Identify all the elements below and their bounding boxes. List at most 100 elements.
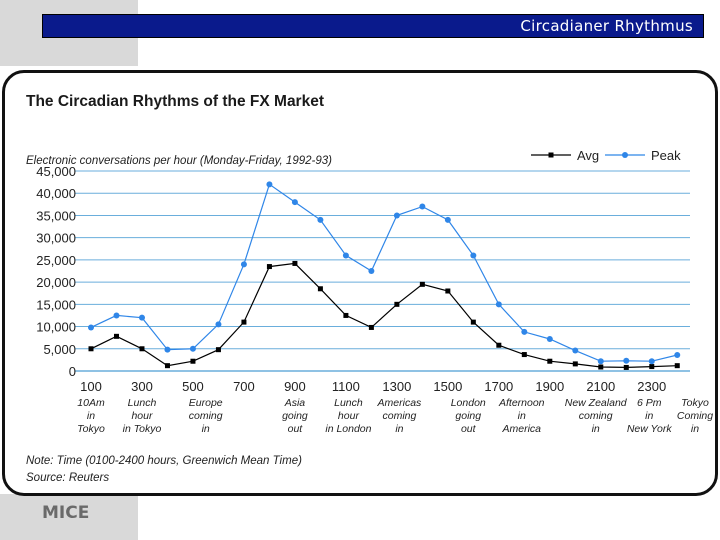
x-tick-label: 700 [233,379,255,394]
x-tick-label: 1700 [484,379,513,394]
x-annotation-line: 6 Pm [637,397,662,409]
x-annotation-line: going [282,410,308,422]
peak-point [572,347,579,354]
peak-point [240,261,247,268]
avg-point [266,264,272,270]
avg-point [317,286,323,292]
x-annotation-line: Coming [677,410,713,422]
avg-point [496,342,502,348]
x-annotation-line: New York [627,423,672,435]
x-annotation-line: Lunch [334,397,363,409]
peak-point [521,328,528,335]
y-tick-labels: 0 5,000 10,000 15,000 20,000 25,000 30,000 35,0… [36,164,76,379]
avg-point [190,358,196,364]
avg-point [674,363,680,369]
x-annotation-line: in [87,410,95,422]
x-tick-label: 2100 [586,379,615,394]
x-tick-label: 100 [80,379,102,394]
avg-point [547,358,553,364]
avg-point [470,319,476,325]
x-annotation-line: in [518,410,526,422]
peak-point [470,252,477,259]
legend-label-peak: Peak [651,148,681,163]
x-annotation-line: out [288,423,304,435]
x-annotation-line: in Tokyo [123,423,162,435]
y-axis-label: Electronic conversations per hour (Monda… [26,155,332,167]
x-annotation-line: Tokyo [681,397,709,409]
legend-marker-peak [622,152,628,158]
avg-point [88,346,94,352]
x-tick-label: 1900 [535,379,564,394]
x-annotation-line: America [502,423,542,435]
gridlines [75,170,690,372]
x-annotation-line: Lunch [128,397,157,409]
chart-panel: The Circadian Rhythms of the FX Market E… [2,70,718,496]
avg-point [649,364,655,370]
y-tick-label: 35,000 [36,208,76,223]
peak-point [444,216,451,223]
avg-point [445,288,451,294]
avg-point [598,364,604,370]
fx-chart: The Circadian Rhythms of the FX Market E… [26,93,713,484]
peak-point [215,321,222,328]
x-tick-labels: 100 300 500 700 900 1100 1300 1500 1700 1900 2100 2… [80,379,666,394]
y-tick-label: 0 [69,364,76,379]
x-annotation-line: in [691,423,699,435]
x-tick-label: 1500 [433,379,462,394]
peak-point [546,336,553,342]
x-annotation-line: Europe [189,397,223,409]
peak-point [495,301,502,308]
corner-block-bottom [0,494,138,540]
x-tick-label: 900 [284,379,306,394]
avg-point [292,260,298,266]
x-annotation-line: coming [579,410,613,422]
x-annotation-line: hour [338,410,360,422]
y-tick-label: 40,000 [36,186,76,201]
series-line-avg [90,262,678,369]
x-annotation-line: London [451,397,486,409]
x-annotation-line: New Zealand [565,397,628,409]
x-annotation-line: out [461,423,477,435]
peak-point [291,199,298,206]
avg-point [419,281,425,287]
x-annotation-line: Tokyo [77,423,105,435]
avg-point [139,346,145,352]
chart-title: The Circadian Rhythms of the FX Market [26,93,324,110]
x-annotation-line: coming [189,410,223,422]
slide-header-bar: Circadianer Rhythmus [42,14,704,38]
avg-point [164,363,170,369]
peak-point [266,181,273,188]
x-annotation-line: Asia [284,397,306,409]
peak-point [597,358,604,365]
peak-point [623,357,630,364]
series-line-peak [90,183,678,362]
avg-point [521,352,527,358]
slide-title: Circadianer Rhythmus [520,17,693,35]
peak-point [674,352,681,358]
avg-point [572,361,578,367]
y-tick-label: 25,000 [36,253,76,268]
y-tick-label: 20,000 [36,275,76,290]
avg-point [623,364,629,370]
mice-logo: MICE [42,503,90,523]
peak-point [189,345,196,352]
x-tick-label: 1300 [382,379,411,394]
x-annotation-line: hour [131,410,153,422]
x-annotation-line: in London [325,423,371,435]
peak-point [368,268,375,274]
y-tick-label: 45,000 [36,164,76,179]
peak-point [317,216,324,223]
avg-point [215,347,221,353]
x-annotation-line: Afternoon [498,397,545,409]
peak-point [138,314,145,321]
legend: Avg Peak [531,148,681,163]
peak-point [164,346,171,353]
x-tick-label: 500 [182,379,204,394]
avg-point [368,324,374,330]
x-annotation-line: 10Am [77,397,105,409]
x-annotation-line: in [202,423,210,435]
peak-point [88,324,94,331]
avg-point [343,312,349,318]
legend-marker-avg [548,152,554,158]
